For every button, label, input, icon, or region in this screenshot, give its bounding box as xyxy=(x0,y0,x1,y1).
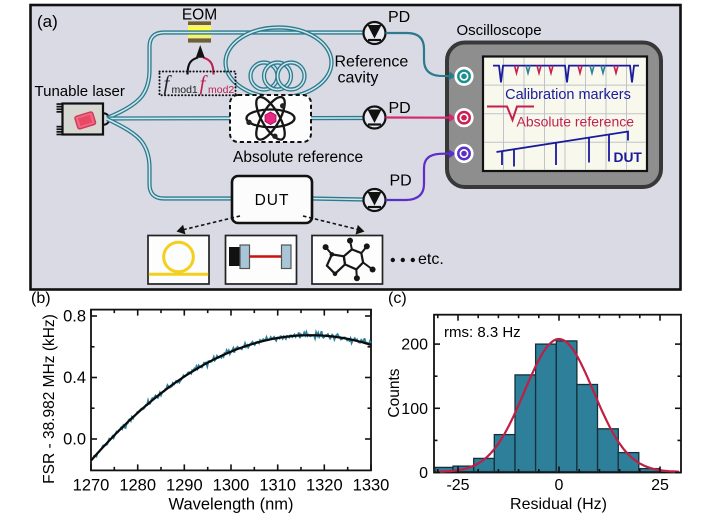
svg-text:Tunable laser: Tunable laser xyxy=(35,83,125,100)
svg-text:Wavelength (nm): Wavelength (nm) xyxy=(168,496,293,514)
svg-text:DUT: DUT xyxy=(255,192,290,209)
svg-text:(b): (b) xyxy=(31,290,51,307)
svg-text:0: 0 xyxy=(419,465,428,482)
svg-text:Oscilloscope: Oscilloscope xyxy=(457,22,542,39)
svg-text:200: 200 xyxy=(401,337,428,354)
svg-text:DUT: DUT xyxy=(614,150,643,165)
svg-text:PD: PD xyxy=(388,9,410,26)
svg-text:etc.: etc. xyxy=(418,251,444,268)
svg-text:1330: 1330 xyxy=(353,477,390,495)
svg-text:FSR - 38.982 MHz (kHz): FSR - 38.982 MHz (kHz) xyxy=(41,314,58,484)
svg-text:cavity: cavity xyxy=(338,70,379,87)
svg-text:Reference: Reference xyxy=(335,54,409,71)
svg-text:Absolute reference: Absolute reference xyxy=(233,149,363,166)
svg-text:1270: 1270 xyxy=(73,477,110,495)
svg-text:EOM: EOM xyxy=(182,7,217,24)
svg-text:(c): (c) xyxy=(388,290,407,307)
svg-text:100: 100 xyxy=(401,401,428,418)
svg-text:Absolute reference: Absolute reference xyxy=(517,114,635,130)
svg-text:25: 25 xyxy=(651,477,669,494)
svg-text:rms: 8.3 Hz: rms: 8.3 Hz xyxy=(444,324,521,341)
svg-text:f: f xyxy=(164,71,173,95)
svg-text:mod1: mod1 xyxy=(172,84,198,96)
svg-text:1320: 1320 xyxy=(306,477,343,495)
svg-text:0.4: 0.4 xyxy=(63,369,86,387)
svg-text:f: f xyxy=(200,71,209,95)
svg-text:Calibration markers: Calibration markers xyxy=(505,87,631,103)
svg-text:1290: 1290 xyxy=(166,477,203,495)
svg-text:PD: PD xyxy=(390,173,412,190)
svg-text:0.8: 0.8 xyxy=(63,308,86,326)
svg-text:1310: 1310 xyxy=(259,477,296,495)
svg-text:Counts: Counts xyxy=(386,368,403,417)
svg-text:0: 0 xyxy=(555,477,564,494)
svg-text:0.0: 0.0 xyxy=(63,431,86,449)
svg-text:(a): (a) xyxy=(37,12,58,31)
svg-text:1280: 1280 xyxy=(119,477,156,495)
svg-text:Residual (Hz): Residual (Hz) xyxy=(510,496,607,513)
svg-text:mod2: mod2 xyxy=(208,84,234,96)
svg-text:PD: PD xyxy=(389,100,411,117)
svg-text:-25: -25 xyxy=(446,477,469,494)
svg-text:1300: 1300 xyxy=(213,477,250,495)
